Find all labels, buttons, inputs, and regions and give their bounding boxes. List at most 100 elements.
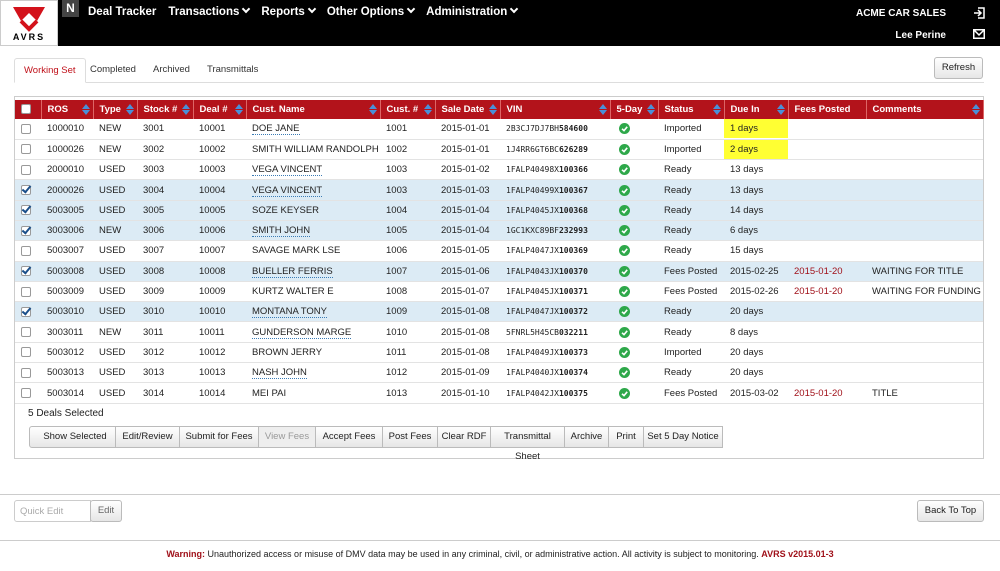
column-header[interactable]: Due In [724,100,789,119]
customer-name[interactable]: GUNDERSON MARGE [252,326,352,339]
quick-edit-button[interactable]: Edit [90,500,122,522]
cell-type: NEW [93,139,137,161]
column-header[interactable]: ROS [41,100,94,119]
row-checkbox[interactable] [21,144,31,155]
user-name[interactable]: Lee Perine [895,30,946,41]
cell-due-in: 2015-02-25 [724,261,788,282]
cell-sale-date: 2015-01-09 [435,362,500,384]
cell-sale-date: 2015-01-10 [435,382,500,404]
action-button[interactable]: Accept Fees [315,426,383,448]
cust: 1002 [386,143,408,155]
mail-icon[interactable] [973,29,985,39]
checkbox-cell [15,382,41,404]
cell-ros: 5003008 [41,261,93,282]
customer-name[interactable]: BUELLER FERRIS [252,265,333,278]
column-header[interactable]: VIN [500,100,611,119]
checkbox-cell [15,342,41,364]
action-button[interactable]: Submit for Fees [179,426,259,448]
column-header[interactable]: Cust. Name [246,100,381,119]
action-button[interactable]: Archive [564,426,609,448]
customer-name[interactable]: SMITH JOHN [252,225,311,238]
tab[interactable]: Archived [153,64,190,75]
column-header[interactable]: Status [658,100,725,119]
row-checkbox[interactable] [21,123,31,134]
column-label: Comments [872,104,922,115]
checkbox-cell [15,281,41,303]
due-in: 20 days [730,367,764,379]
column-header[interactable]: Deal # [193,100,247,119]
action-button[interactable]: Clear RDF [437,426,491,448]
nav-item[interactable]: Transactions [168,6,249,18]
cell-name: MEI PAI [246,382,380,404]
customer-name[interactable]: MONTANA TONY [252,306,327,319]
sort-icon [971,104,980,115]
customer-name[interactable]: DOE JANE [252,123,300,136]
cell-ros: 5003005 [41,200,93,221]
customer-name[interactable]: VEGA VINCENT [252,164,323,177]
row-checkbox[interactable] [21,225,31,236]
customer-name: MEI PAI [252,387,287,399]
cell-deal: 10014 [193,382,246,404]
nav-item[interactable]: Administration [426,6,517,18]
quick-edit-input[interactable]: Quick Edit [14,500,91,522]
type: USED [99,286,126,298]
nav-item[interactable]: Deal Tracker [88,6,157,18]
column-header[interactable]: Cust. # [380,100,436,119]
sort-icon [181,104,190,115]
cell-cust: 1011 [380,342,435,364]
five-day-ok [619,225,630,237]
row-checkbox[interactable] [21,245,31,256]
row-checkbox[interactable] [21,286,31,297]
action-button[interactable]: Post Fees [382,426,438,448]
tab[interactable]: Working Set [14,58,86,83]
due-in: 2015-02-26 [730,286,779,298]
cell-cust: 1012 [380,362,435,384]
cell-status: Ready [658,362,724,384]
cell-vin: 1GC1KXC89BF232993 [500,220,610,242]
action-button[interactable]: Transmittal Sheet [490,426,565,462]
action-button[interactable]: Edit/Review [115,426,180,448]
row-checkbox[interactable] [21,266,31,277]
column-header[interactable]: Fees Posted [788,100,867,119]
row-checkbox[interactable] [21,185,31,196]
customer-name[interactable]: VEGA VINCENT [252,184,323,197]
show-selected-button[interactable]: Show Selected [29,426,121,448]
column-header[interactable]: Stock # [137,100,194,119]
ros: 3003006 [47,225,84,237]
column-header[interactable]: 5-Day [610,100,659,119]
vin-prefix: 1FALP4047JX [506,307,559,317]
column-label: 5-Day [616,104,643,115]
row-checkbox[interactable] [21,347,31,358]
customer-name[interactable]: NASH JOHN [252,367,307,380]
n-icon[interactable]: N [62,0,79,17]
column-header[interactable]: Comments [866,100,984,119]
row-checkbox[interactable] [21,306,31,317]
cell-five-day [610,281,658,303]
tab[interactable]: Transmittals [207,64,259,75]
deal-row: 1000010 NEW 3001 10001 DOE JANE 1001 2015-01-0… [15,119,983,140]
select-all-checkbox[interactable] [21,104,31,115]
row-checkbox[interactable] [21,164,31,175]
row-checkbox[interactable] [21,205,31,216]
warning-text: Unauthorized access or misuse of DMV dat… [207,549,759,559]
row-checkbox[interactable] [21,387,31,398]
row-checkbox[interactable] [21,327,31,338]
action-button[interactable]: Set 5 Day Notice [643,426,723,448]
logo[interactable]: AVRS [0,0,58,46]
logout-icon[interactable] [973,7,985,19]
cell-deal: 10012 [193,342,246,364]
column-header[interactable]: Sale Date [435,100,501,119]
refresh-button[interactable]: Refresh [934,57,983,79]
cell-five-day [610,382,658,404]
cell-status: Ready [658,240,724,262]
vin-prefix: 1FALP4043JX [506,266,559,276]
column-header[interactable]: Type [93,100,138,119]
action-button[interactable]: Print [608,426,644,448]
vin-prefix: 1FALP40499X [506,185,559,195]
nav-item[interactable]: Reports [261,6,314,18]
nav-item[interactable]: Other Options [327,6,414,18]
back-to-top-button[interactable]: Back To Top [917,500,984,522]
cell-sale-date: 2015-01-04 [435,200,500,221]
tab[interactable]: Completed [90,64,136,75]
row-checkbox[interactable] [21,367,31,378]
